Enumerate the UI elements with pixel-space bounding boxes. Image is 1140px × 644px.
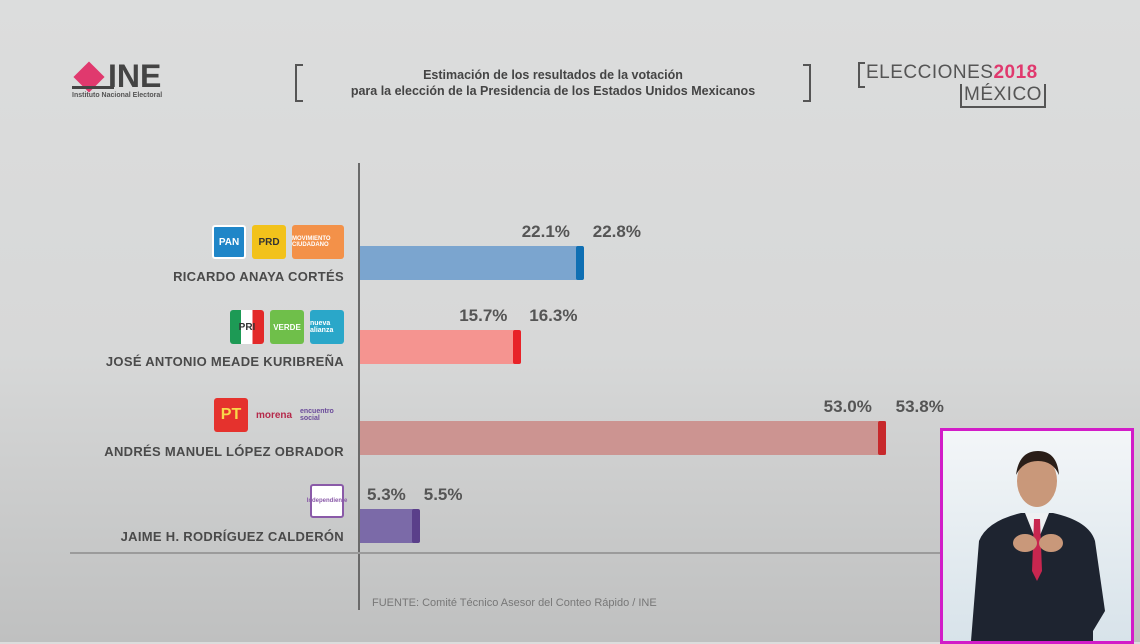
elecciones-country: MÉXICO <box>960 84 1046 108</box>
value-label-high: 22.8% <box>592 222 641 241</box>
value-label-low: 22.1% <box>521 222 570 241</box>
elecciones-year: 2018 <box>993 62 1038 83</box>
bar-range-marker <box>575 246 584 280</box>
elecciones-logo: ELECCIONES2018 MÉXICO <box>858 62 1048 112</box>
value-label-low: 5.3% <box>367 485 406 504</box>
source-note: FUENTE: Comité Técnico Asesor del Conteo… <box>372 597 657 609</box>
party-logo-encuentro-social-icon: encuentro social <box>300 408 334 422</box>
candidate-name: ANDRÉS MANUEL LÓPEZ OBRADOR <box>104 444 344 459</box>
title-line-1: Estimación de los resultados de la votac… <box>423 68 683 82</box>
candidate-name: JAIME H. RODRÍGUEZ CALDERÓN <box>120 529 344 544</box>
bar <box>360 246 584 280</box>
y-axis-line <box>358 163 360 610</box>
party-logos: PT morena encuentro social <box>214 398 344 432</box>
chart-title: Estimación de los resultados de la votac… <box>295 64 811 102</box>
ine-logo: INE Instituto Nacional Electoral <box>72 58 197 104</box>
ine-wordmark: INE <box>108 58 162 94</box>
party-logo-independiente-icon: Independiente <box>307 484 347 518</box>
candidate-name: RICARDO ANAYA CORTÉS <box>173 269 344 284</box>
value-label-high: 5.5% <box>423 485 463 504</box>
bracket-left <box>295 64 303 102</box>
party-logo-verde-icon: VERDE <box>270 310 304 344</box>
party-logo-movimiento-ciudadano-icon: MOVIMIENTO CIUDADANO <box>292 225 344 259</box>
bar-range-marker <box>877 421 886 455</box>
title-line-2: para la elección de la Presidencia de lo… <box>350 84 756 98</box>
sign-language-interpreter-video <box>940 428 1134 644</box>
party-logo-pri-icon: PRI <box>230 310 264 344</box>
elecciones-word: ELECCIONES2018 <box>866 62 1038 84</box>
value-label-high: 16.3% <box>529 306 578 325</box>
bar <box>360 330 522 364</box>
value-label-low: 53.0% <box>823 397 872 416</box>
bracket-right <box>803 64 811 102</box>
party-logo-prd-icon: PRD <box>252 225 286 259</box>
party-logo-pan-icon: PAN <box>212 225 246 259</box>
baseline <box>70 552 940 554</box>
bar-range-marker <box>513 330 522 364</box>
value-label-low: 15.7% <box>459 306 508 325</box>
party-logo-pt-icon: PT <box>214 398 248 432</box>
candidate-name: JOSÉ ANTONIO MEADE KURIBREÑA <box>105 354 344 369</box>
party-logo-nueva-alianza-icon: nueva alianza <box>310 310 344 344</box>
bar <box>360 421 886 455</box>
party-logos: PAN PRD MOVIMIENTO CIUDADANO <box>212 225 344 259</box>
interpreter-figure <box>971 451 1105 641</box>
party-logos: PRI VERDE nueva alianza <box>230 310 344 344</box>
party-logos: Independiente <box>307 484 347 518</box>
value-label-high: 53.8% <box>895 397 944 416</box>
bar <box>360 509 420 543</box>
elecciones-text: ELECCIONES <box>866 62 994 83</box>
elecciones-bracket <box>858 62 865 88</box>
party-logo-morena-icon: morena <box>255 409 293 421</box>
ine-subtitle: Instituto Nacional Electoral <box>72 92 163 99</box>
bar-range-marker <box>411 509 420 543</box>
ine-underline <box>72 86 114 89</box>
